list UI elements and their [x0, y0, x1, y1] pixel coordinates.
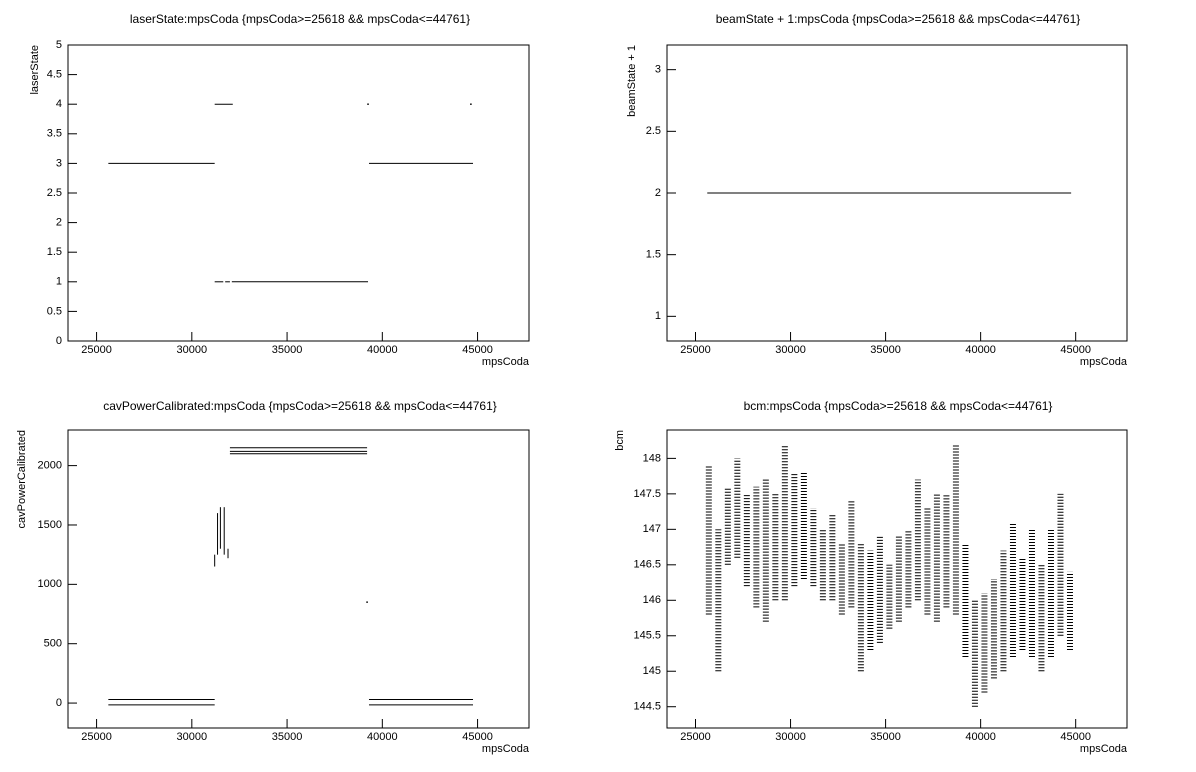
- y-tick-label: 1.5: [646, 249, 661, 261]
- y-tick-label: 3: [655, 64, 661, 76]
- y-tick-label: 2.5: [47, 187, 62, 199]
- y-tick-label: 2: [655, 187, 661, 199]
- data-point: [470, 103, 472, 105]
- y-tick-label: 0: [56, 697, 62, 709]
- data-point: [366, 601, 368, 603]
- y-tick-label: 4: [56, 98, 62, 110]
- x-tick-label: 35000: [870, 344, 901, 356]
- x-axis-label: mpsCoda: [1080, 743, 1128, 755]
- y-tick-label: 2.5: [646, 125, 661, 137]
- y-tick-label: 1: [56, 276, 62, 288]
- x-tick-label: 35000: [272, 731, 303, 743]
- y-tick-label: 148: [643, 452, 661, 464]
- y-tick-label: 3: [56, 157, 62, 169]
- x-tick-label: 30000: [775, 344, 806, 356]
- chart-title: beamState + 1:mpsCoda {mpsCoda>=25618 &&…: [716, 12, 1081, 26]
- y-tick-label: 1500: [38, 519, 62, 531]
- y-tick-label: 144.5: [633, 701, 661, 713]
- y-tick-label: 2000: [38, 460, 62, 472]
- x-tick-label: 25000: [680, 731, 711, 743]
- x-tick-label: 45000: [462, 344, 493, 356]
- y-axis-label: beamState + 1: [626, 45, 638, 117]
- y-tick-label: 5: [56, 39, 62, 51]
- x-tick-label: 25000: [680, 344, 711, 356]
- x-axis-label: mpsCoda: [482, 356, 530, 368]
- x-tick-label: 40000: [367, 731, 398, 743]
- frame: [67, 429, 530, 729]
- chart-title: bcm:mpsCoda {mpsCoda>=25618 && mpsCoda<=…: [744, 399, 1053, 413]
- x-tick-label: 35000: [272, 344, 303, 356]
- x-tick-label: 25000: [81, 344, 112, 356]
- y-tick-label: 2: [56, 217, 62, 229]
- y-tick-label: 1.5: [47, 246, 62, 258]
- y-tick-label: 147.5: [633, 488, 661, 500]
- x-tick-label: 30000: [177, 344, 208, 356]
- chart-title: cavPowerCalibrated:mpsCoda {mpsCoda>=256…: [103, 399, 497, 413]
- x-tick-label: 40000: [965, 731, 996, 743]
- y-tick-label: 1000: [38, 578, 62, 590]
- y-tick-label: 0: [56, 335, 62, 347]
- x-tick-label: 30000: [177, 731, 208, 743]
- y-axis-label: laserState: [29, 45, 41, 95]
- y-tick-label: 500: [44, 638, 62, 650]
- x-axis-label: mpsCoda: [482, 743, 530, 755]
- y-tick-label: 146: [643, 594, 661, 606]
- x-tick-label: 45000: [462, 731, 493, 743]
- x-tick-label: 35000: [870, 731, 901, 743]
- x-tick-label: 45000: [1060, 344, 1091, 356]
- y-axis-label: cavPowerCalibrated: [16, 430, 28, 528]
- x-tick-label: 45000: [1060, 731, 1091, 743]
- data-point: [367, 103, 369, 105]
- y-tick-label: 147: [643, 523, 661, 535]
- frame: [666, 429, 1128, 729]
- y-tick-label: 3.5: [47, 128, 62, 140]
- y-tick-label: 0.5: [47, 305, 62, 317]
- chart-title: laserState:mpsCoda {mpsCoda>=25618 && mp…: [130, 12, 470, 26]
- x-tick-label: 30000: [775, 731, 806, 743]
- x-tick-label: 40000: [965, 344, 996, 356]
- x-tick-label: 40000: [367, 344, 398, 356]
- x-tick-label: 25000: [81, 731, 112, 743]
- frame: [67, 44, 530, 342]
- y-tick-label: 145.5: [633, 630, 661, 642]
- y-tick-label: 4.5: [47, 69, 62, 81]
- y-axis-label: bcm: [614, 430, 626, 451]
- y-tick-label: 145: [643, 665, 661, 677]
- y-tick-label: 1: [655, 310, 661, 322]
- x-axis-label: mpsCoda: [1080, 356, 1128, 368]
- y-tick-label: 146.5: [633, 559, 661, 571]
